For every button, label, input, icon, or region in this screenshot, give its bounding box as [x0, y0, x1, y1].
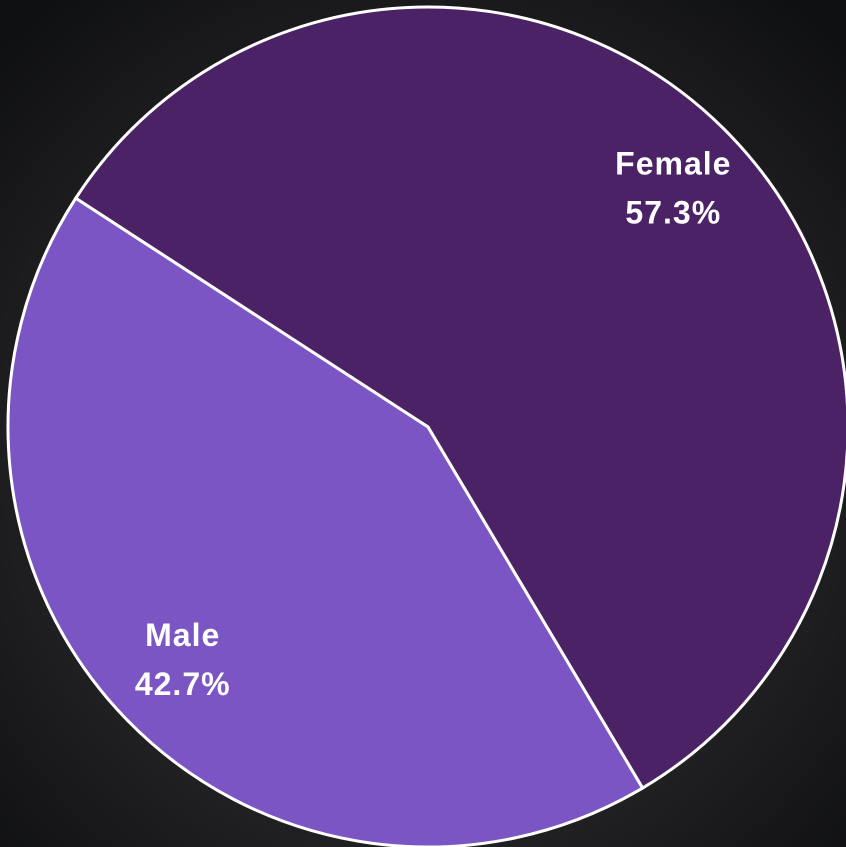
slice-value-label: 42.7%	[135, 666, 231, 702]
pie-slice	[73, 5, 846, 791]
slice-label: Male	[145, 617, 220, 653]
slice-label: Female	[615, 146, 731, 182]
slice-value-label: 57.3%	[625, 195, 721, 231]
pie: Female 57.3% Male 42.7%	[6, 5, 846, 847]
pie-slice	[6, 196, 645, 847]
